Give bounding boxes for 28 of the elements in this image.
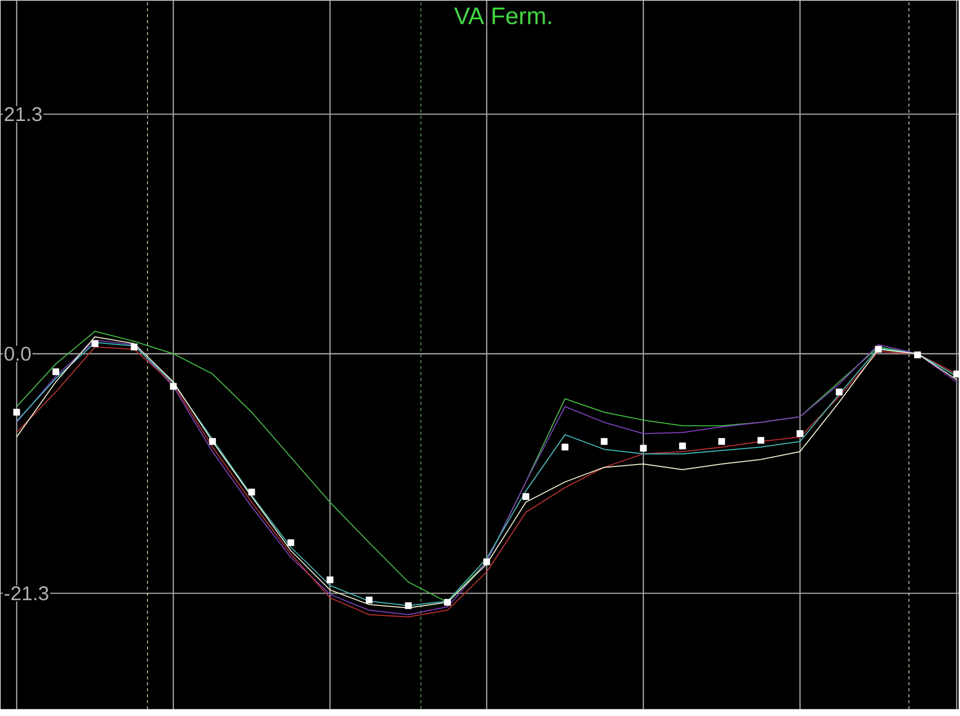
point bbox=[757, 436, 764, 444]
point bbox=[404, 602, 412, 610]
point bbox=[366, 596, 373, 604]
y-tick-label: 21.3 bbox=[4, 107, 42, 122]
point bbox=[874, 346, 882, 353]
point bbox=[52, 368, 60, 376]
y-tick-label: 0.0 bbox=[4, 346, 31, 361]
point bbox=[640, 444, 647, 452]
point bbox=[718, 438, 726, 445]
point bbox=[483, 558, 490, 566]
point bbox=[326, 576, 334, 584]
point bbox=[836, 388, 843, 396]
point bbox=[248, 488, 256, 496]
point bbox=[796, 430, 804, 437]
point bbox=[914, 352, 921, 358]
point bbox=[209, 438, 216, 445]
point bbox=[170, 382, 177, 390]
chart-title: VA Ferm. bbox=[454, 8, 551, 24]
point bbox=[130, 344, 138, 350]
point bbox=[522, 493, 530, 500]
y-tick-label: -21.3 bbox=[4, 586, 48, 600]
point bbox=[679, 442, 686, 450]
point bbox=[92, 340, 98, 348]
point bbox=[287, 539, 294, 546]
point bbox=[600, 438, 608, 445]
point bbox=[444, 598, 451, 606]
point bbox=[562, 444, 568, 450]
point bbox=[13, 408, 20, 416]
